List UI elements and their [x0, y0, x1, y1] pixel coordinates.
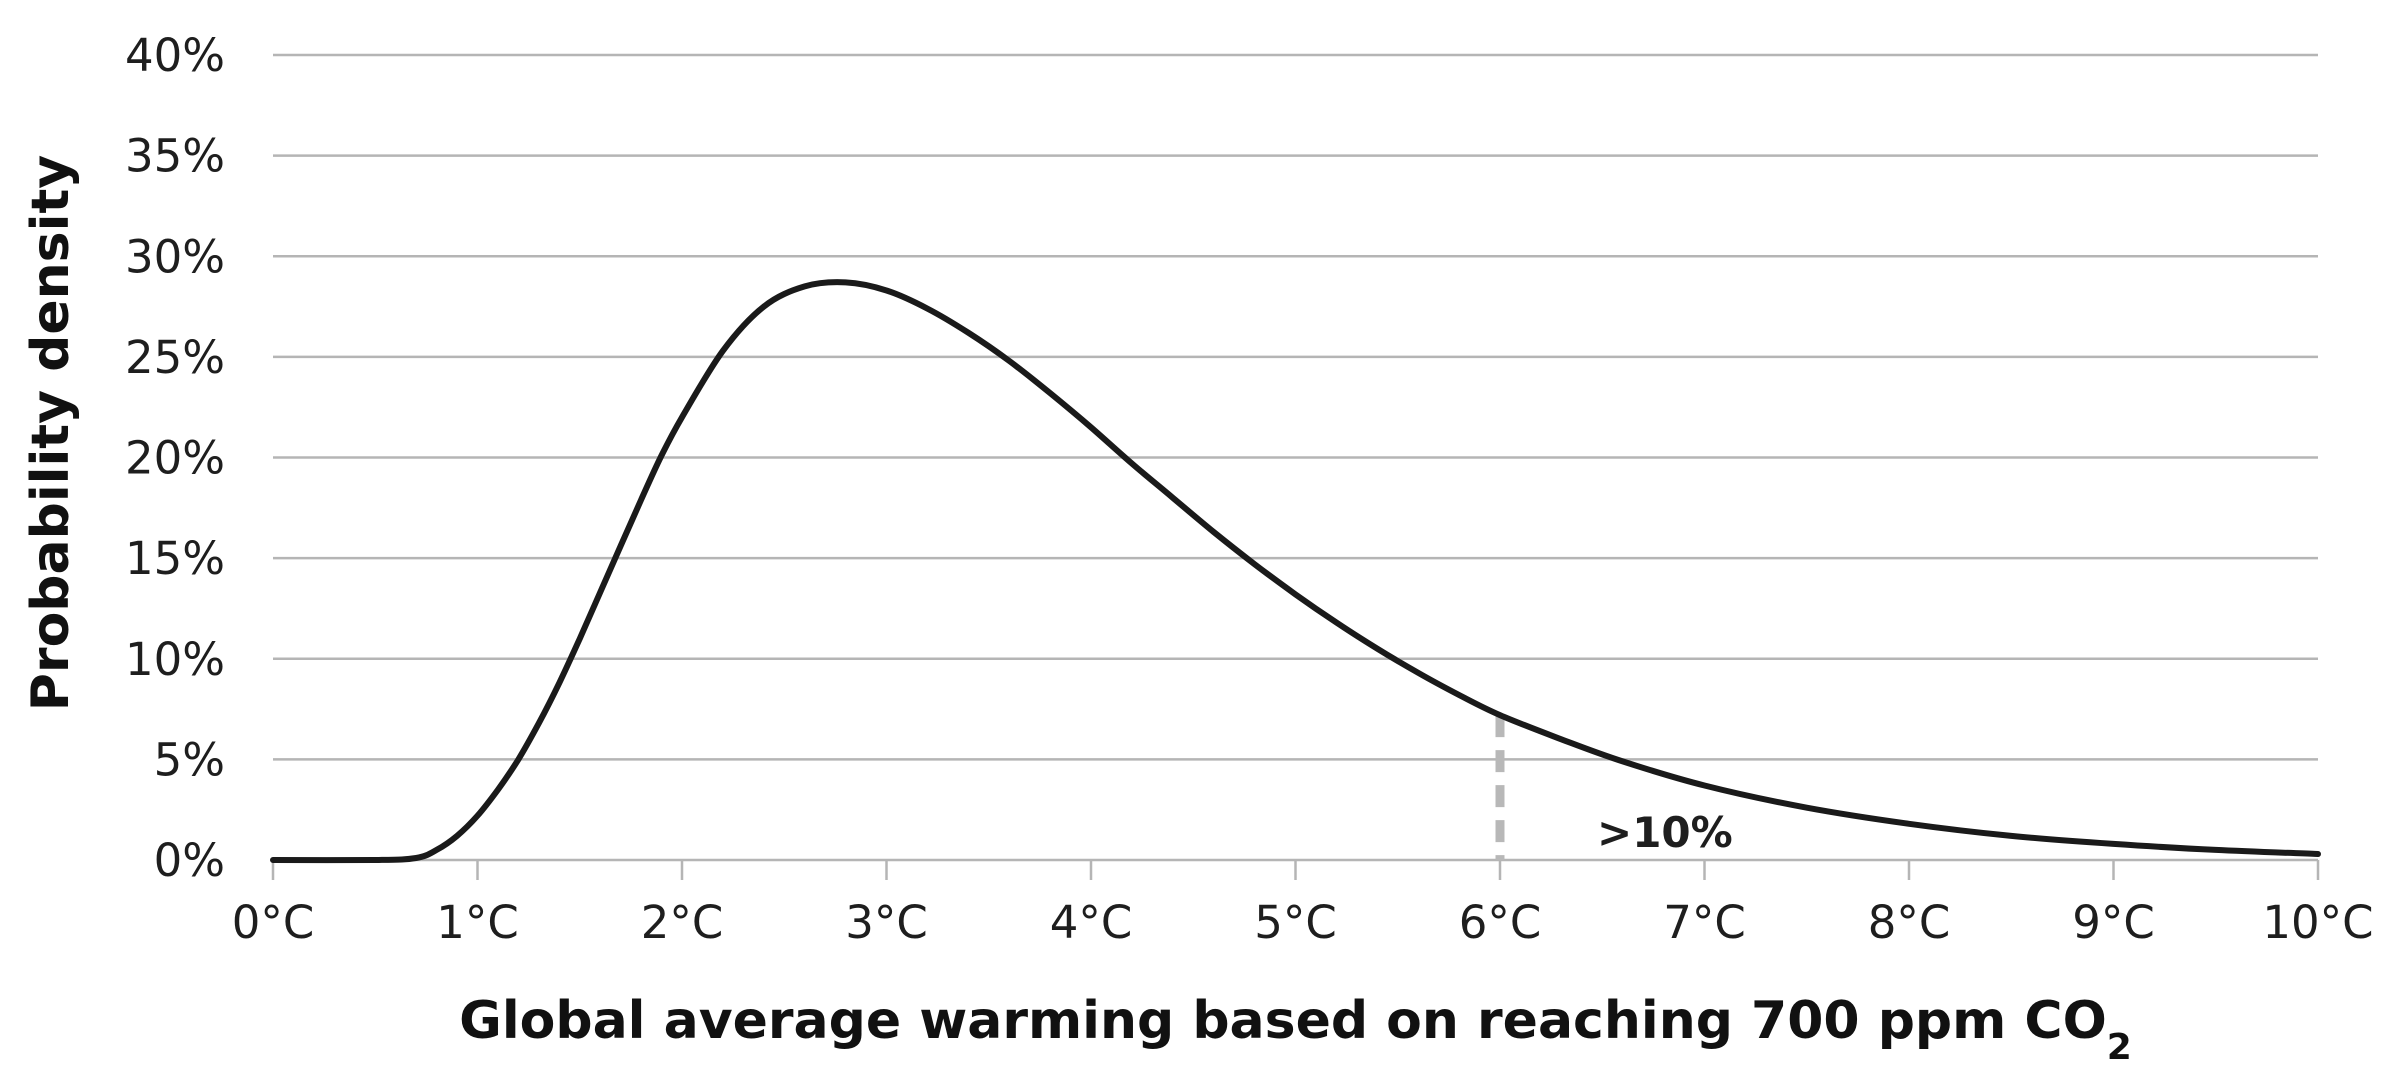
x-tick-label-8: 8°C [1868, 896, 1951, 949]
x-axis-title: Global average warming based on reaching… [459, 991, 2132, 1068]
y-tick-label-5: 5% [154, 733, 225, 786]
x-axis-title-text: Global average warming based on reaching… [459, 991, 2107, 1051]
y-tick-label-35: 35% [125, 130, 225, 183]
x-tick-label-4: 4°C [1050, 896, 1133, 949]
gridlines [273, 53, 2318, 761]
x-tick-label-7: 7°C [1663, 896, 1746, 949]
x-axis-tick-labels: 0°C 1°C 2°C 3°C 4°C 5°C 6°C 7°C 8°C 9°C 10°C [232, 896, 2374, 949]
y-tick-label-10: 10% [125, 633, 225, 686]
x-tick-label-2: 2°C [641, 896, 724, 949]
y-axis-title: Probability density [21, 155, 81, 711]
y-tick-label-15: 15% [125, 532, 225, 585]
x-tick-label-5: 5°C [1254, 896, 1337, 949]
x-axis-title-subscript: 2 [2107, 1027, 2132, 1068]
y-axis-tick-labels: 0% 5% 10% 15% 20% 25% 30% 35% 40% [125, 29, 225, 887]
x-tick-label-6: 6°C [1459, 896, 1542, 949]
x-tick-label-10: 10°C [2262, 896, 2373, 949]
x-tick-label-9: 9°C [2072, 896, 2155, 949]
y-tick-label-25: 25% [125, 331, 225, 384]
y-tick-label-0: 0% [154, 834, 225, 887]
y-tick-label-40: 40% [125, 29, 225, 82]
y-tick-label-20: 20% [125, 432, 225, 485]
x-tick-label-3: 3°C [845, 896, 928, 949]
probability-density-curve [270, 279, 2321, 864]
x-axis [271, 858, 2320, 880]
x-tick-label-1: 1°C [436, 896, 519, 949]
threshold-annotation-label: >10% [1597, 808, 1733, 857]
y-tick-label-30: 30% [125, 230, 225, 283]
x-tick-label-0: 0°C [232, 896, 315, 949]
